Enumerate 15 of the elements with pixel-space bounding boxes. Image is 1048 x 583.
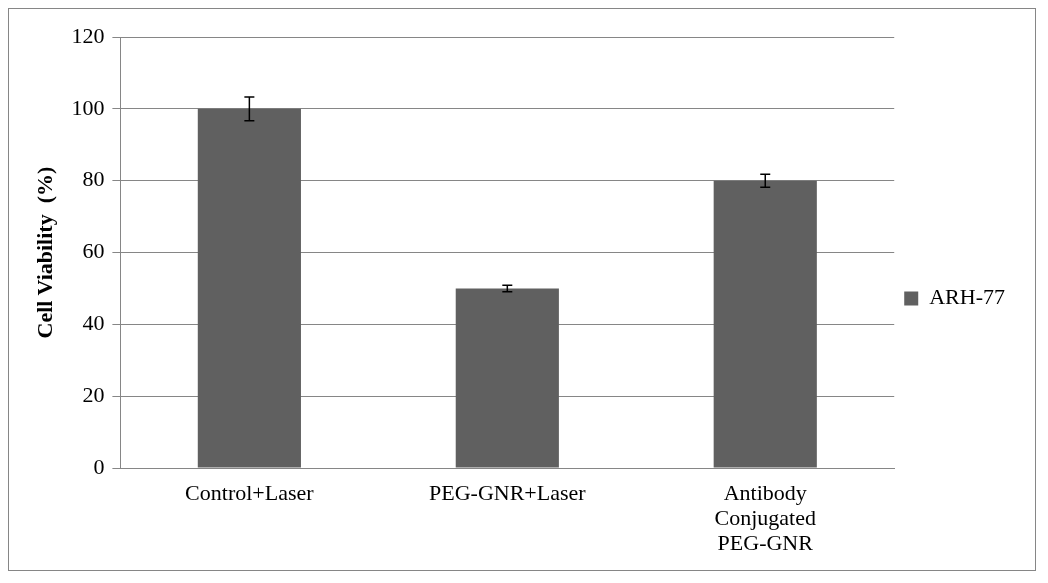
y-tick-label: 120 <box>71 22 105 48</box>
x-tick-label: Antibody Conjugated PEG-GNR <box>714 479 816 556</box>
y-tick-label: 20 <box>82 382 105 408</box>
y-tick-label: 40 <box>82 310 105 336</box>
y-axis-title: Cell Viability (%) <box>31 166 57 339</box>
y-tick-label: 100 <box>71 94 105 120</box>
y-tick-label: 0 <box>93 453 105 479</box>
bar <box>713 180 817 468</box>
x-tick-label: Control+Laser <box>185 479 315 505</box>
bar <box>455 288 559 468</box>
y-tick-label: 60 <box>82 238 105 264</box>
x-tick-label: PEG-GNR+Laser <box>429 479 587 505</box>
y-tick-label: 80 <box>82 166 105 192</box>
legend-label: ARH-77 <box>929 284 1006 310</box>
bar <box>197 108 301 468</box>
